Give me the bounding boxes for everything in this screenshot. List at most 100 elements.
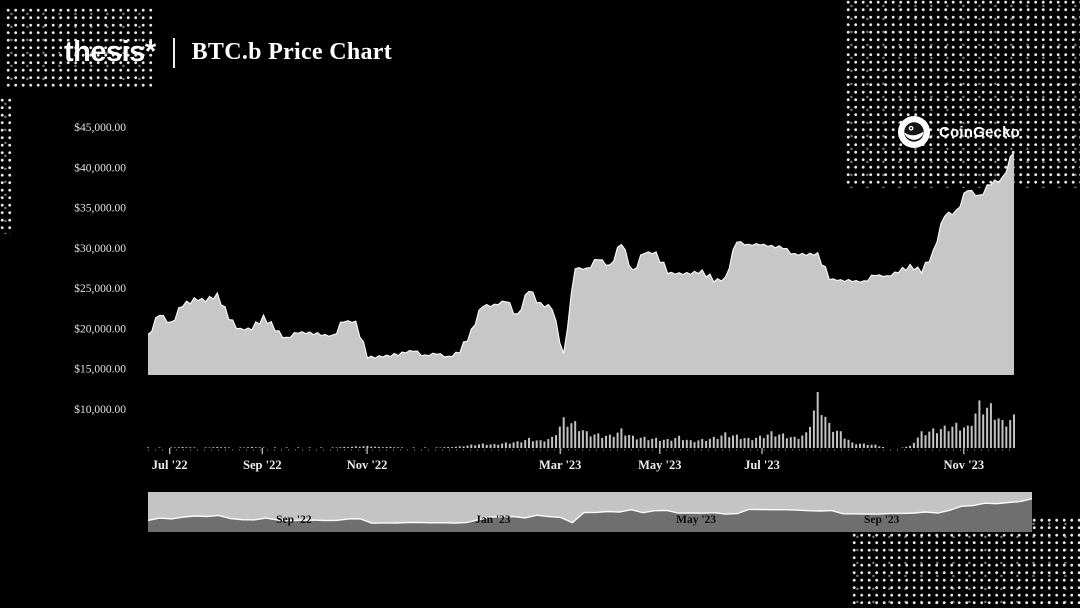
volume-bar [362,446,365,448]
volume-bar [916,437,919,448]
x-axis-label: Nov '23 [943,458,984,472]
navigator-label: Sep '23 [864,514,900,526]
volume-bar [843,438,846,448]
volume-bar [912,442,915,448]
volume-bar [535,440,538,448]
volume-bar [812,410,815,448]
volume-bar [905,446,908,448]
volume-bar [1013,414,1015,448]
x-axis-label: Jul '23 [744,458,780,472]
volume-bar [454,446,457,448]
volume-bar [693,442,696,448]
volume-bar [712,436,715,448]
navigator-label: Jan '23 [475,514,511,526]
volume-bar [339,447,342,448]
volume-bar [1001,420,1004,448]
volume-bar [331,447,334,448]
volume-bar [878,446,881,448]
volume-bar [451,447,454,448]
volume-bar [939,429,942,448]
y-axis-label: $40,000.00 [74,161,126,174]
volume-bar [474,445,477,448]
volume-bar [555,435,557,448]
volume-bar [158,447,161,448]
volume-bar [993,419,996,448]
volume-bar [377,446,380,448]
coingecko-attribution: CoinGecko [898,116,1020,148]
volume-bar [797,438,800,448]
y-axis-label: $35,000.00 [74,202,126,215]
volume-bar [943,425,946,448]
volume-bar [747,437,750,448]
volume-bar [285,447,288,448]
volume-bar [697,440,700,448]
volume-bar [478,444,480,448]
volume-bar [970,425,973,448]
price-area[interactable] [148,152,1014,375]
volume-bar [1009,420,1012,448]
volume-bar [909,445,912,448]
volume-bar [551,436,554,448]
volume-bar [581,430,584,448]
volume-bar [562,417,565,448]
volume-bar [1005,426,1008,448]
volume-bar [882,447,885,448]
volume-bar [966,425,969,448]
volume-bar [462,446,465,448]
volume-bar [358,446,361,448]
volume-bar [439,447,442,448]
volume-bar [643,436,646,448]
volume-bar [805,432,808,448]
volume-bar [570,423,573,448]
volume-bar [951,426,954,448]
navigator-label: Sep '22 [276,514,312,526]
volume-bar [466,445,469,448]
x-axis-label: Sep '22 [243,458,282,472]
volume-bar [751,440,754,448]
navigator-label: May '23 [676,514,716,526]
volume-bar [608,434,611,448]
volume-bar [489,444,492,448]
volume-bar [181,446,184,448]
volume-bar [855,444,858,448]
volume-bar [616,432,619,448]
volume-bar [585,431,588,448]
volume-bar [374,446,377,448]
halftone-pattern-top-left [6,8,154,90]
volume-bar [816,392,819,448]
volume-bar [308,447,311,448]
x-axis-label: Mar '23 [539,458,581,472]
volume-bar [508,443,511,448]
volume-bar [401,447,403,448]
volume-bar [470,444,473,448]
volume-bar [635,439,638,448]
volume-bar [759,435,761,448]
halftone-pattern-left-edge [0,98,13,234]
navigator-area[interactable] [148,498,1032,532]
volume-bar [820,415,823,448]
volume-bar [147,447,149,448]
volume-bar [728,437,731,448]
volume-bar [497,444,500,448]
volume-bar [393,447,396,448]
volume-bar [354,446,357,448]
volume-bar [624,435,627,448]
volume-bar [524,440,527,448]
header: thesis* BTC.b Price Chart [64,36,392,69]
volume-bar [458,446,461,448]
volume-bar [547,439,550,448]
navigator-line [147,498,1033,524]
volume-bar [978,400,981,448]
volume-bar [762,438,765,448]
volume-bar [520,442,523,448]
volume-bar [262,447,265,448]
volume-bar [605,435,607,448]
volume-bar [732,435,734,448]
volume-bar [647,440,650,448]
volume-bar [258,447,261,448]
volume-bar [381,447,384,448]
volume-bar [828,422,831,448]
volume-bar [274,447,276,448]
volume-bar [320,447,323,448]
volume-bar [766,434,769,448]
